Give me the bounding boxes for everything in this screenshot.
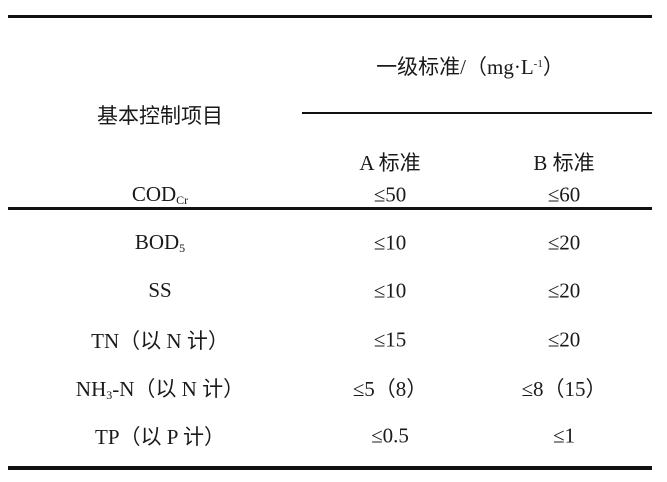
group-title-close: ） (542, 55, 564, 79)
item-sub: 5 (179, 241, 186, 255)
cell-item: BOD5 (135, 230, 185, 256)
item-name: NH (75, 377, 107, 401)
group-title-text: 一级标准/（mg·L (376, 55, 534, 79)
cell-a: ≤15 (373, 327, 407, 352)
header-item-col: 基本控制项目 (97, 104, 223, 128)
cell-item: CODCr (132, 182, 188, 208)
cell-a: ≤0.5 (371, 423, 409, 448)
item-suffix: -N（以 N 计） (112, 377, 245, 401)
cell-a: ≤10 (373, 230, 407, 255)
item-name: TN（以 N 计） (91, 329, 229, 353)
cell-a: ≤5（8） (352, 377, 428, 401)
item-sub: Cr (176, 193, 189, 207)
cell-b: ≤60 (547, 182, 581, 207)
group-unit-sup: -1 (533, 58, 543, 70)
cell-b: ≤1 (552, 423, 576, 448)
cell-item: NH3-N（以 N 计） (76, 373, 244, 403)
cell-b: ≤20 (547, 230, 581, 255)
header-group-title: 一级标准/（mg·L-1） (376, 51, 564, 81)
header-rule (8, 207, 652, 210)
header-col-a: A 标准 (359, 151, 421, 175)
cell-a: ≤10 (373, 278, 407, 303)
item-sub: 3 (106, 388, 113, 402)
cell-item: TN（以 N 计） (91, 325, 229, 355)
item-name: COD (131, 182, 177, 206)
bottom-rule (8, 466, 652, 470)
cell-item: TP（以 P 计） (95, 421, 225, 451)
item-name: TP（以 P 计） (95, 425, 225, 449)
item-name: BOD (134, 230, 180, 254)
cell-b: ≤20 (547, 278, 581, 303)
header-col-b: B 标准 (533, 151, 595, 175)
group-rule (302, 112, 652, 114)
cell-item: SS (148, 278, 171, 304)
cell-b: ≤8（15） (521, 377, 607, 401)
cell-b: ≤20 (547, 327, 581, 352)
top-rule (8, 15, 652, 18)
item-name: SS (148, 278, 172, 302)
cell-a: ≤50 (373, 182, 407, 207)
